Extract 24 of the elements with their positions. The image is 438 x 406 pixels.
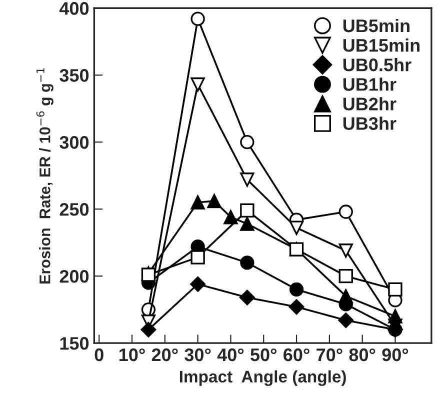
legend-label: UB0.5hr: [343, 58, 412, 72]
y-tick-label: 250: [60, 203, 89, 216]
x-tick-label: 80°: [349, 348, 376, 362]
legend-label: UB5min: [343, 18, 410, 32]
y-tick-label: 200: [60, 270, 89, 283]
x-tick-label: 10°: [119, 348, 145, 362]
y-tick-label: 150: [60, 337, 89, 350]
legend-label: UB1hr: [343, 78, 396, 91]
legend-label: UB3hr: [343, 116, 396, 130]
y-axis-title: Erosion Rate, ER / 10$^{−6}$ g g$^{−1}$: [36, 68, 54, 284]
x-axis-title: Impact Angle (angle): [180, 370, 346, 386]
x-tick-label: 50°: [250, 348, 276, 362]
x-tick-label: 90°: [382, 348, 408, 362]
x-tick-label: 30°: [184, 348, 211, 362]
y-tick-label: 300: [60, 136, 89, 149]
x-tick-label: 70°: [316, 348, 342, 362]
x-tick-label: 40°: [217, 348, 244, 362]
x-tick-label: 60°: [284, 348, 310, 362]
y-tick-label: 350: [60, 69, 89, 82]
legend-label: UB2hr: [343, 97, 396, 110]
legend-label: UB15min: [343, 38, 420, 52]
x-tick-label: 20°: [152, 348, 178, 362]
x-tick-label: 0: [94, 348, 104, 362]
y-tick-label: 400: [59, 2, 89, 15]
